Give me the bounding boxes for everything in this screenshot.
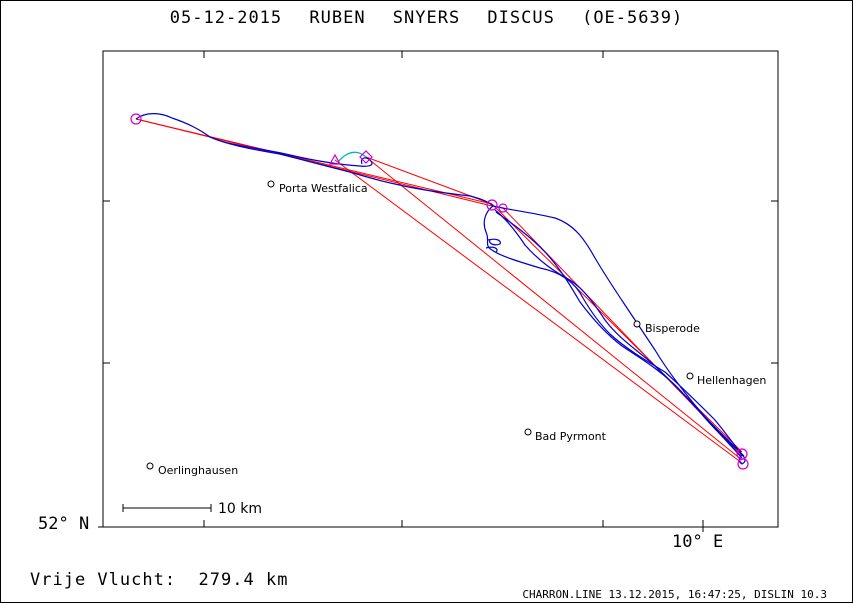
track-segment — [495, 211, 745, 457]
axis-ticks — [98, 51, 778, 532]
town-label-porta-westfalica: Porta Westfalica — [279, 182, 368, 195]
longitude-label: 10° E — [672, 532, 724, 552]
task-leg — [491, 203, 743, 453]
track-segment — [492, 205, 743, 459]
town-dot — [686, 372, 694, 380]
turnpoint-markers — [130, 113, 749, 470]
town-label-hellenhagen: Hellenhagen — [697, 374, 766, 387]
track-segment — [135, 113, 494, 207]
flight-distance: Vrije Vlucht: 279.4 km — [30, 570, 288, 590]
task-leg — [365, 156, 743, 461]
plot-frame — [102, 50, 779, 528]
town-markers — [146, 180, 694, 470]
turnpoint-diamond — [359, 150, 373, 164]
turnpoint-triangle — [328, 153, 342, 165]
town-dot — [524, 428, 532, 436]
town-label-oerlinghausen: Oerlinghausen — [158, 464, 238, 477]
start-marker — [130, 113, 142, 125]
task-lines — [135, 118, 743, 464]
track-segment — [483, 205, 743, 456]
scale-bar — [122, 504, 212, 512]
task-leg — [334, 159, 743, 464]
climb-arc — [337, 151, 367, 163]
town-dot — [267, 180, 275, 188]
town-dot — [146, 462, 154, 470]
map-title: 05-12-2015 RUBEN SNYERS DISCUS (OE-5639) — [169, 8, 684, 28]
scale-bar-label: 10 km — [218, 501, 262, 517]
gps-track — [135, 113, 746, 465]
flight-distance-label: Vrije Vlucht: — [30, 570, 177, 590]
town-label-bad-pyrmont: Bad Pyrmont — [535, 430, 607, 443]
track-segment — [485, 238, 501, 253]
finish-marker — [737, 458, 749, 470]
turnpoint-marker — [498, 203, 508, 213]
track-segment — [209, 136, 373, 167]
footer-info: CHARRON.LINE 13.12.2015, 16:47:25, DISLI… — [522, 588, 827, 601]
flight-distance-value: 279.4 km — [198, 570, 289, 590]
town-dot — [633, 320, 641, 328]
town-label-bisperode: Bisperode — [645, 322, 700, 335]
track-segment — [494, 209, 742, 453]
latitude-label: 52° N — [38, 514, 90, 534]
turnpoint-marker — [486, 199, 498, 211]
